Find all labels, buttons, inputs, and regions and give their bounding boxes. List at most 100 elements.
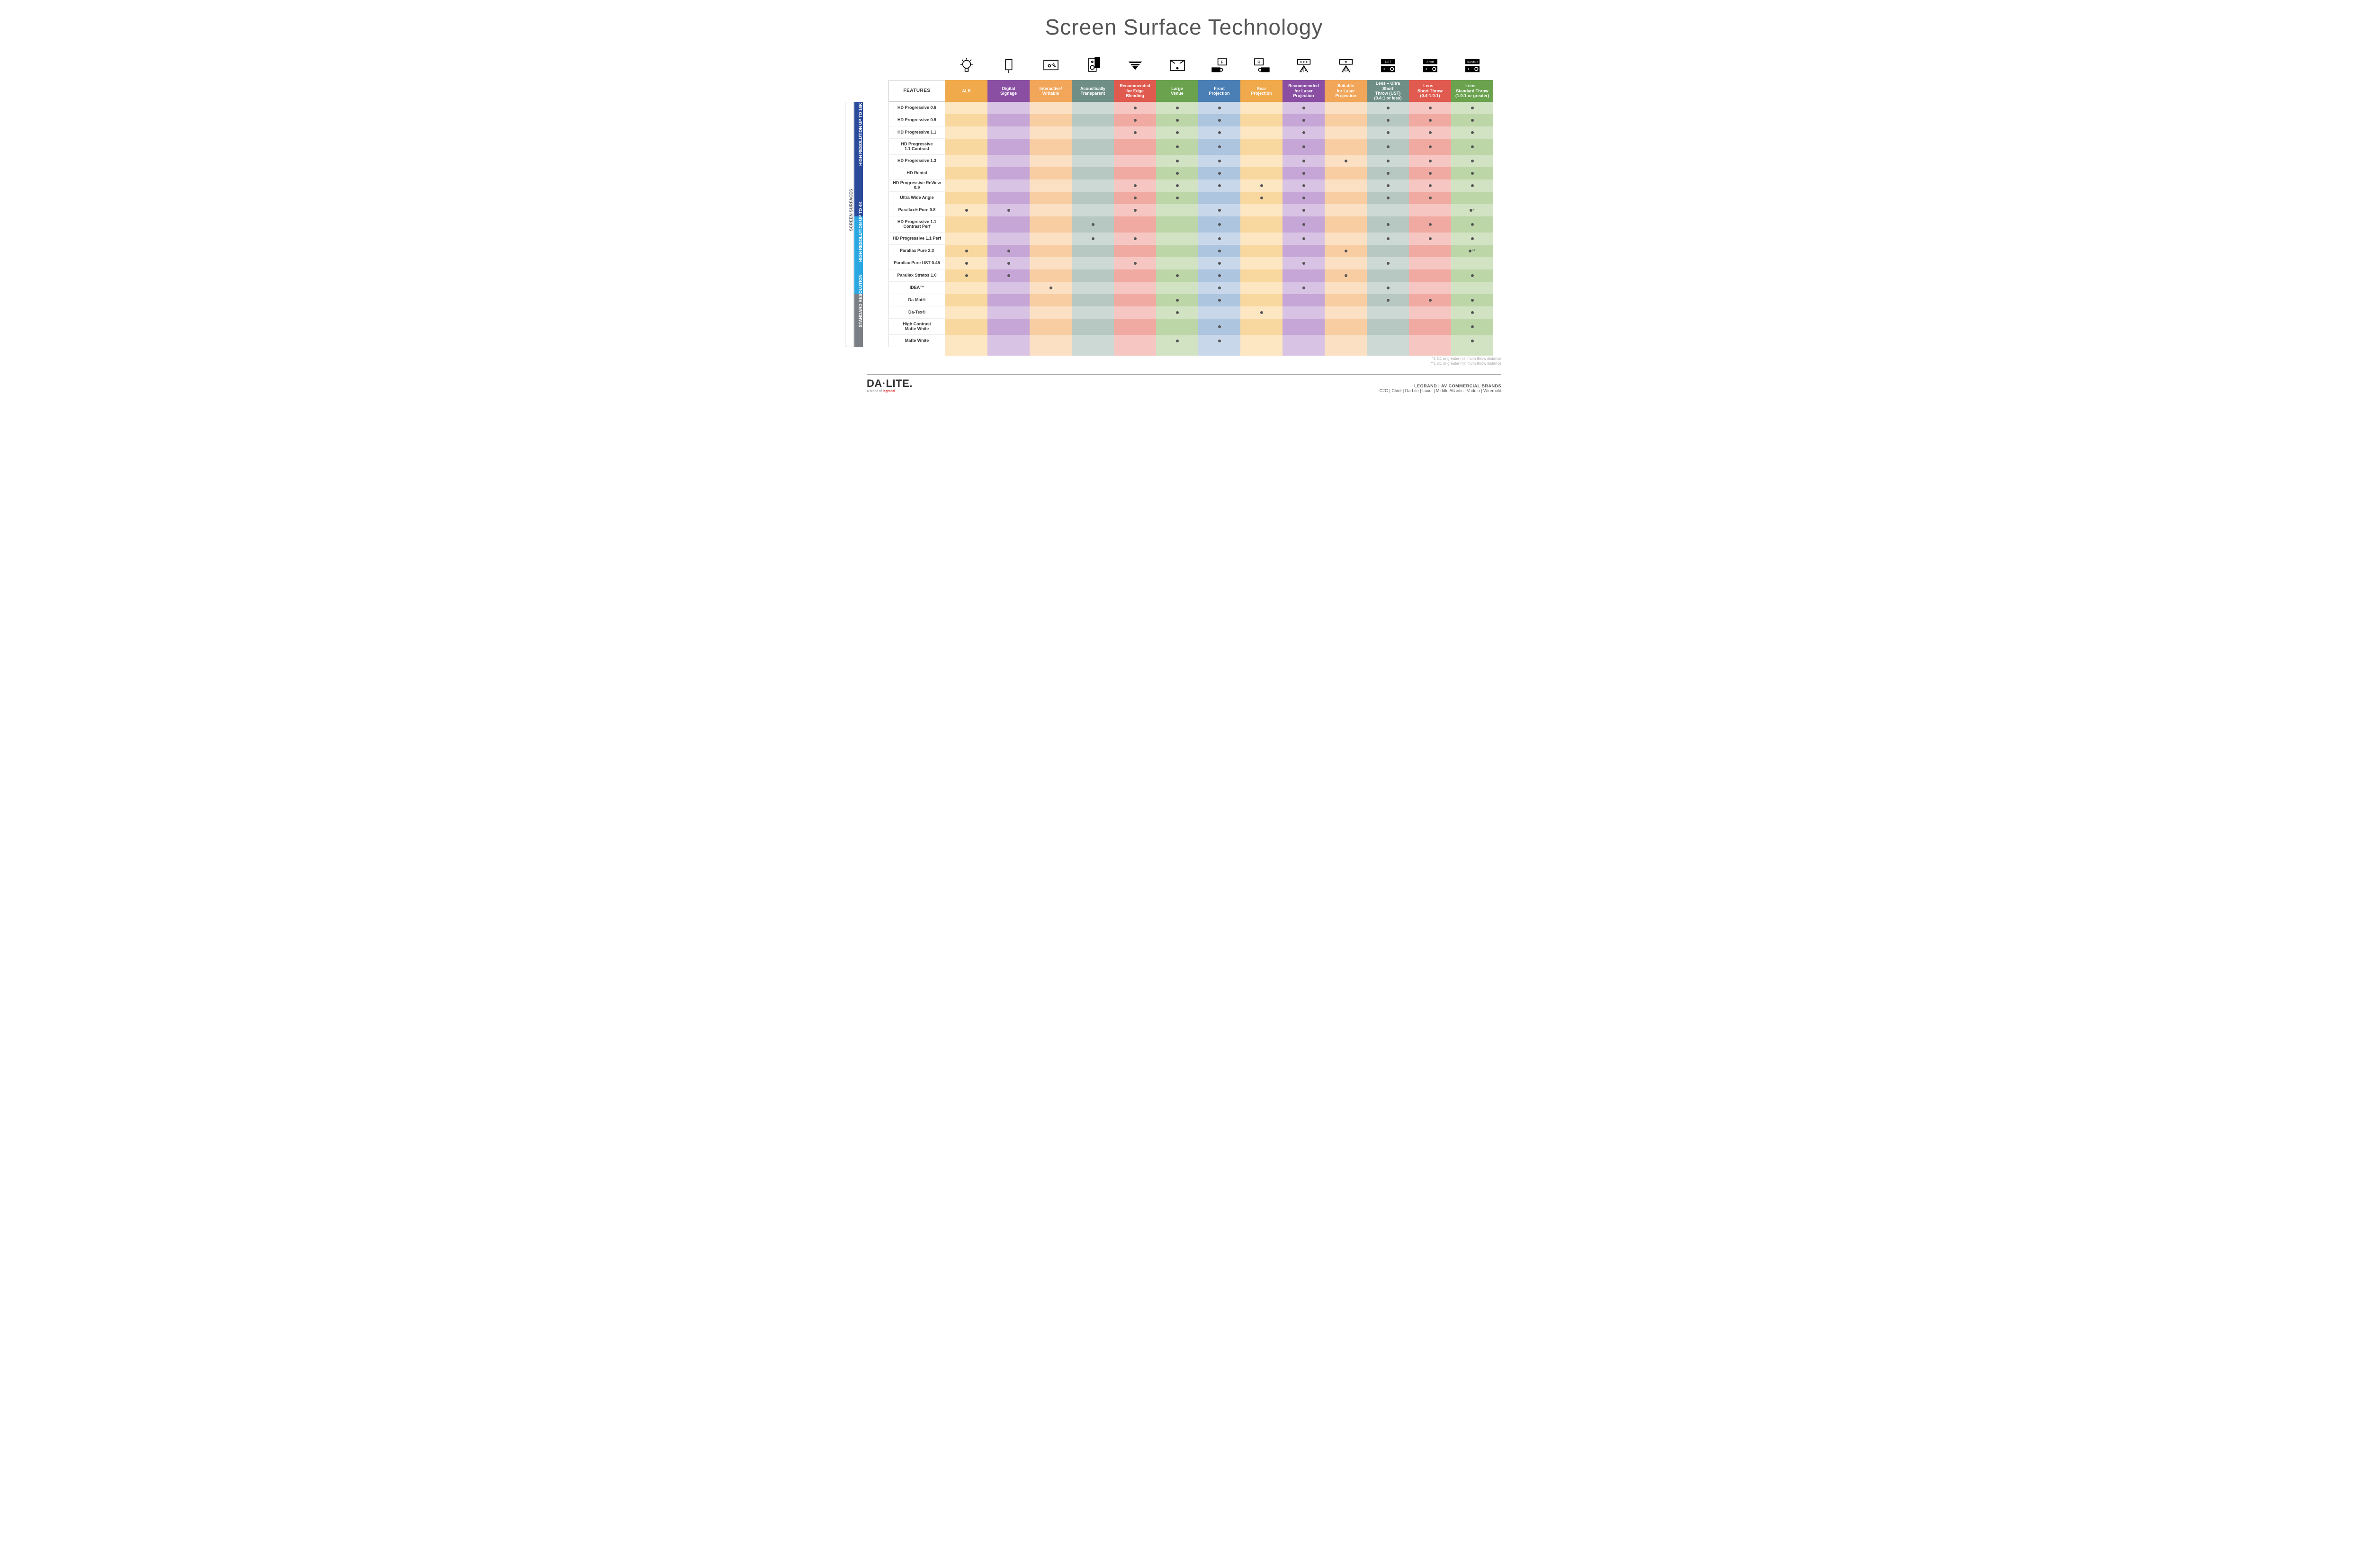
dot-icon bbox=[965, 262, 968, 265]
row-label: HD Progressive 0.9 bbox=[888, 114, 945, 126]
cell bbox=[1156, 347, 1198, 356]
cell bbox=[1198, 347, 1240, 356]
dot-icon bbox=[1429, 160, 1432, 162]
cell bbox=[1114, 204, 1156, 216]
dot-icon bbox=[1471, 172, 1474, 175]
cell bbox=[1072, 269, 1114, 282]
row-label: High ContrastMatte White bbox=[888, 319, 945, 335]
cell bbox=[1030, 167, 1072, 179]
cell bbox=[1283, 204, 1325, 216]
dot-icon bbox=[1218, 325, 1221, 328]
cell bbox=[1367, 114, 1409, 126]
table-wrap: SCREEN SURFACES HIGH RESOLUTION UP TO 16… bbox=[867, 52, 1501, 366]
dot-icon bbox=[1218, 107, 1221, 109]
dot-icon bbox=[1471, 223, 1474, 226]
cell bbox=[987, 319, 1030, 335]
cell bbox=[1409, 179, 1451, 192]
dot-icon bbox=[1469, 250, 1471, 252]
cell bbox=[1072, 114, 1114, 126]
cell bbox=[1114, 114, 1156, 126]
row-label: Ultra Wide Angle bbox=[888, 192, 945, 204]
table-row: Parallax Pure UST 0.45 bbox=[888, 257, 1501, 269]
feature-header-venue: LargeVenue bbox=[1156, 80, 1198, 102]
cell bbox=[1283, 269, 1325, 282]
cell bbox=[1030, 179, 1072, 192]
cell bbox=[1325, 294, 1367, 306]
cell bbox=[1409, 233, 1451, 245]
cell bbox=[1156, 192, 1198, 204]
cell bbox=[1156, 257, 1198, 269]
feature-header-edge: Recommendedfor EdgeBlending bbox=[1114, 80, 1156, 102]
table-row: Da-Mat® bbox=[888, 294, 1501, 306]
dot-icon bbox=[1302, 223, 1305, 226]
feature-icon-front: F bbox=[1198, 52, 1240, 80]
dot-icon bbox=[1218, 262, 1221, 265]
cell bbox=[1072, 192, 1114, 204]
cell bbox=[945, 204, 987, 216]
row-label: Matte White bbox=[888, 335, 945, 347]
table-row: Matte White bbox=[888, 335, 1501, 347]
cell bbox=[1072, 216, 1114, 233]
cell bbox=[1198, 167, 1240, 179]
dot-icon bbox=[1387, 223, 1390, 226]
dot-icon bbox=[1471, 145, 1474, 148]
cell bbox=[1156, 155, 1198, 167]
cell bbox=[1240, 245, 1283, 257]
cell bbox=[1451, 139, 1493, 155]
feature-header-rear: RearProjection bbox=[1240, 80, 1283, 102]
table-row: IDEA™ bbox=[888, 282, 1501, 294]
cell bbox=[1072, 319, 1114, 335]
cell bbox=[945, 257, 987, 269]
cell bbox=[1325, 204, 1367, 216]
cell bbox=[1367, 335, 1409, 347]
feature-icon-venue bbox=[1156, 52, 1198, 80]
cell bbox=[1240, 347, 1283, 356]
table-row: Ultra Wide Angle bbox=[888, 192, 1501, 204]
cell bbox=[1409, 204, 1451, 216]
cell bbox=[1409, 155, 1451, 167]
header-row: FEATURESALRDigitalSignageInteractive/Wri… bbox=[888, 80, 1501, 102]
feature-header-std: Lens –Standard Throw(1.0:1 or greater) bbox=[1451, 80, 1493, 102]
feature-header-ust: Lens – Ultra ShortThrow (UST)(0.4:1 or l… bbox=[1367, 80, 1409, 102]
cell bbox=[1072, 233, 1114, 245]
cell bbox=[987, 114, 1030, 126]
cell bbox=[1072, 179, 1114, 192]
dot-icon bbox=[1218, 145, 1221, 148]
dot-icon bbox=[1429, 223, 1432, 226]
cell bbox=[987, 155, 1030, 167]
cell bbox=[1030, 347, 1072, 356]
cell bbox=[1240, 335, 1283, 347]
feature-icon-short: Short bbox=[1409, 52, 1451, 80]
cell bbox=[1409, 335, 1451, 347]
dot-icon bbox=[1387, 107, 1390, 109]
cell bbox=[1072, 294, 1114, 306]
dot-icon bbox=[1218, 299, 1221, 302]
dot-icon bbox=[1471, 107, 1474, 109]
cell bbox=[1283, 257, 1325, 269]
feature-icon-ust: UST bbox=[1367, 52, 1409, 80]
dot-icon bbox=[1176, 299, 1179, 302]
cell bbox=[945, 126, 987, 139]
cell bbox=[987, 102, 1030, 114]
dot-icon bbox=[1387, 287, 1390, 289]
cell bbox=[1156, 114, 1198, 126]
cell bbox=[1198, 233, 1240, 245]
cell bbox=[1114, 155, 1156, 167]
cell bbox=[1240, 126, 1283, 139]
feature-icon-reclaser: ★★★ bbox=[1283, 52, 1325, 80]
cell bbox=[1240, 216, 1283, 233]
cell bbox=[1367, 102, 1409, 114]
svg-text:★: ★ bbox=[1344, 60, 1347, 64]
cell bbox=[1198, 155, 1240, 167]
svg-text:Standard: Standard bbox=[1467, 61, 1478, 63]
dot-icon bbox=[1429, 299, 1432, 302]
cell bbox=[1325, 245, 1367, 257]
dot-icon bbox=[1134, 131, 1137, 134]
icon-row: FR★★★★USTShortStandard bbox=[888, 52, 1501, 80]
dot-icon bbox=[1176, 131, 1179, 134]
cell bbox=[1114, 102, 1156, 114]
cell bbox=[1367, 282, 1409, 294]
cell bbox=[1156, 282, 1198, 294]
cell bbox=[1030, 335, 1072, 347]
cell bbox=[1325, 319, 1367, 335]
